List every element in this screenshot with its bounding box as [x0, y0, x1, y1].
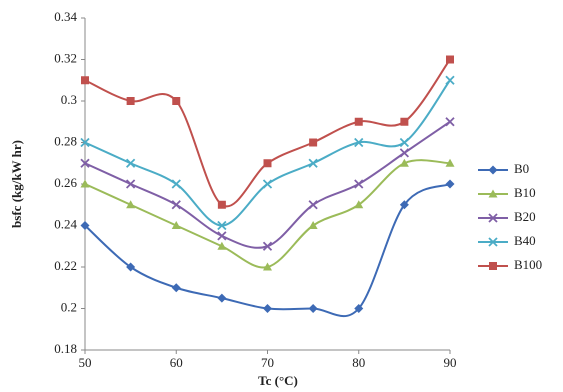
data-point — [217, 220, 227, 231]
data-point — [126, 262, 136, 272]
data-point — [262, 241, 273, 251]
data-point — [399, 200, 409, 210]
y-tick-label: 0.28 — [54, 133, 77, 148]
data-point — [399, 148, 410, 158]
data-point — [80, 137, 90, 148]
data-point — [354, 304, 364, 313]
data-point — [309, 138, 318, 147]
y-axis-label: bsfc (kg/kW hr) — [9, 140, 24, 228]
legend-marker — [488, 189, 498, 198]
data-point — [80, 221, 90, 230]
x-tick-label: 50 — [79, 355, 92, 370]
data-point — [308, 221, 318, 229]
data-point — [445, 75, 455, 85]
data-point — [308, 200, 318, 210]
data-point — [80, 158, 90, 168]
data-point — [308, 158, 318, 168]
data-point — [126, 200, 136, 209]
legend-label: B10 — [514, 185, 536, 200]
data-point — [399, 137, 410, 148]
y-tick-label: 0.22 — [54, 258, 77, 273]
data-point — [354, 179, 364, 189]
data-point — [171, 283, 181, 293]
data-point — [446, 55, 454, 64]
data-point — [354, 117, 363, 126]
legend-label: B20 — [514, 209, 536, 224]
x-tick-label: 80 — [352, 355, 365, 370]
legend-marker — [489, 262, 497, 270]
x-axis-label: Tc (°C) — [258, 373, 298, 388]
data-point — [263, 159, 272, 168]
legend-label: B0 — [514, 161, 529, 176]
data-point — [125, 179, 136, 189]
y-tick-label: 0.18 — [54, 341, 77, 356]
legend-marker — [488, 213, 498, 223]
legend-marker — [488, 237, 498, 247]
data-point — [171, 221, 181, 229]
data-point — [400, 117, 409, 126]
data-point — [445, 117, 455, 127]
data-point — [125, 158, 136, 168]
series-line — [84, 58, 451, 208]
data-point — [399, 158, 409, 167]
series-line — [84, 159, 451, 269]
y-tick-label: 0.34 — [54, 9, 77, 24]
data-point — [80, 179, 90, 188]
series-line — [84, 79, 451, 227]
data-point — [354, 137, 364, 148]
data-point — [217, 293, 227, 303]
legend-label: B40 — [514, 233, 536, 248]
data-point — [81, 76, 89, 85]
legend-marker — [488, 165, 498, 175]
data-point — [171, 179, 181, 189]
y-tick-label: 0.2 — [61, 299, 77, 314]
data-point — [445, 158, 455, 167]
data-point — [172, 97, 181, 105]
data-point — [262, 179, 273, 189]
data-point — [445, 179, 455, 189]
y-tick-label: 0.3 — [61, 92, 77, 107]
data-point — [354, 200, 364, 209]
data-point — [263, 262, 272, 271]
y-tick-label: 0.24 — [54, 216, 77, 231]
y-tick-label: 0.26 — [54, 175, 77, 190]
data-point — [171, 200, 181, 210]
x-tick-label: 90 — [444, 355, 457, 370]
data-point — [217, 231, 227, 241]
series-line — [84, 183, 451, 318]
legend-label: B100 — [514, 257, 542, 272]
x-tick-label: 60 — [170, 355, 183, 370]
data-point — [126, 97, 135, 105]
x-tick-label: 70 — [261, 355, 274, 370]
data-point — [263, 304, 272, 313]
data-point — [217, 200, 226, 209]
y-tick-label: 0.32 — [54, 50, 77, 65]
data-point — [217, 241, 227, 250]
data-point — [308, 304, 318, 313]
